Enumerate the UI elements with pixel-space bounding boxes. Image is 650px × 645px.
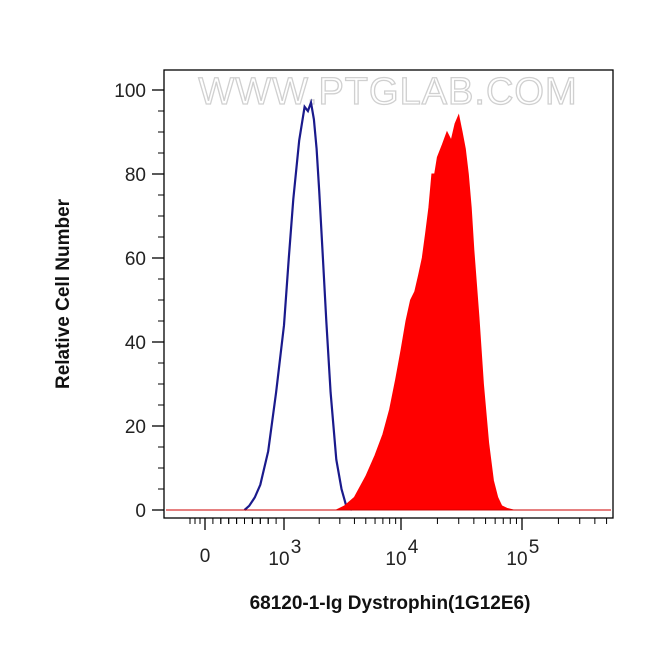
y-tick-label: 80 [125,165,146,186]
x-tick-label-base: 10 [506,549,527,570]
y-tick-label: 20 [125,417,146,438]
y-tick-label: 40 [125,333,146,354]
x-tick-label-power: 105 [506,537,539,570]
x-tick-label-exponent: 5 [529,537,540,558]
x-tick-label-power: 104 [385,537,418,570]
y-tick-label: 100 [114,81,146,102]
series-outline-histogram [243,98,353,511]
plot-frame [163,69,614,519]
y-tick-label: 60 [125,249,146,270]
x-tick-label: 0 [200,546,211,567]
y-tick-label: 0 [135,501,146,522]
x-tick-label-exponent: 4 [408,537,419,558]
series-layer [166,98,611,511]
x-tick-label-base: 10 [385,549,406,570]
x-tick-label-power: 103 [268,537,301,570]
watermark-text: WWW.PTGLAB.COM [198,71,577,113]
series-filled-histogram [336,113,514,511]
x-axis-title: 68120-1-Ig Dystrophin(1G12E6) [250,593,531,614]
x-tick-label-base: 10 [268,549,289,570]
y-axis-title: Relative Cell Number [53,198,74,389]
x-tick-label-exponent: 3 [291,537,302,558]
